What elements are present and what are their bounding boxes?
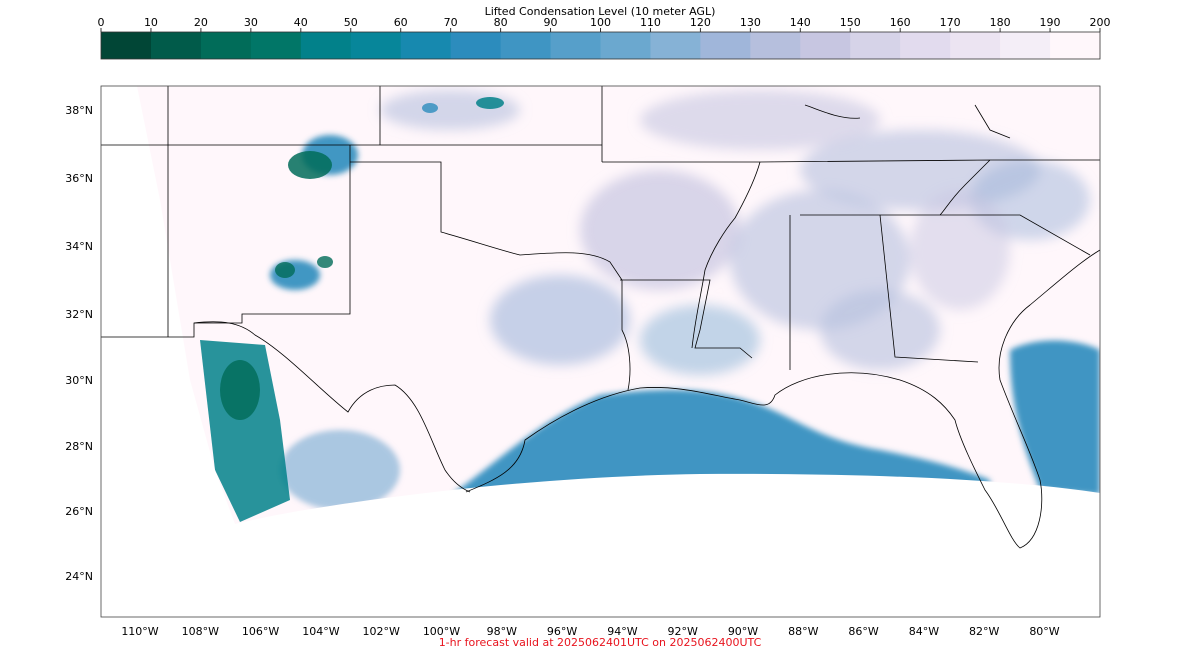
map-frame bbox=[100, 85, 1101, 618]
colorbar-tick-label: 30 bbox=[244, 16, 258, 29]
longitude-label: 100°W bbox=[423, 625, 460, 638]
colorbar-swatch bbox=[900, 32, 951, 59]
latitude-label: 32°N bbox=[65, 308, 93, 321]
latitude-label: 26°N bbox=[65, 505, 93, 518]
gulf-low-lcl bbox=[270, 135, 1100, 510]
field-teal-patches bbox=[200, 97, 504, 522]
colorbar-swatch bbox=[1000, 32, 1051, 59]
longitude-label: 86°W bbox=[848, 625, 878, 638]
colorbar-swatch bbox=[850, 32, 901, 59]
longitude-label: 110°W bbox=[121, 625, 158, 638]
latitude-label: 24°N bbox=[65, 570, 93, 583]
colorbar-tick-label: 90 bbox=[544, 16, 558, 29]
longitude-label: 80°W bbox=[1029, 625, 1059, 638]
colorbar-swatch bbox=[200, 32, 252, 59]
colorbar-tick-label: 110 bbox=[640, 16, 661, 29]
colorbar-swatch bbox=[400, 32, 452, 59]
colorbar-tick-label: 150 bbox=[840, 16, 861, 29]
colorbar-swatch bbox=[650, 32, 701, 59]
colorbar-tick-label: 160 bbox=[890, 16, 911, 29]
colorbar-tick-label: 100 bbox=[590, 16, 611, 29]
latitude-label: 36°N bbox=[65, 172, 93, 185]
colorbar-tick-label: 140 bbox=[790, 16, 811, 29]
colorbar-swatch bbox=[101, 32, 152, 59]
colorbar-swatch bbox=[250, 32, 302, 59]
colorbar-swatch bbox=[800, 32, 851, 59]
boundary-mississippi-river bbox=[691, 161, 761, 349]
colorbar-swatch bbox=[550, 32, 601, 59]
longitude-label: 108°W bbox=[182, 625, 219, 638]
latitude-label: 38°N bbox=[65, 104, 93, 117]
longitude-labels: 110°W 108°W 106°W 104°W 102°W 100°W 98°W 96°W 94… bbox=[121, 625, 1059, 638]
longitude-label: 106°W bbox=[242, 625, 279, 638]
colorbar-tick-label: 60 bbox=[394, 16, 408, 29]
colorbar: 0 10 20 30 40 50 60 70 80 90 100 110 120 130 140 150 160… bbox=[98, 16, 1111, 60]
longitude-label: 104°W bbox=[302, 625, 339, 638]
colorbar-tick-label: 120 bbox=[690, 16, 711, 29]
longitude-label: 84°W bbox=[909, 625, 939, 638]
colorbar-swatch bbox=[700, 32, 751, 59]
colorbar-swatch bbox=[450, 32, 502, 59]
forecast-valid-caption: 1-hr forecast valid at 2025062401UTC on … bbox=[438, 636, 762, 649]
colorbar-swatch bbox=[1050, 32, 1101, 59]
colorbar-tick-label: 20 bbox=[194, 16, 208, 29]
colorbar-swatch bbox=[950, 32, 1001, 59]
boundary-coastline bbox=[465, 249, 1100, 549]
colorbar-swatch bbox=[600, 32, 651, 59]
colorbar-tick-label: 80 bbox=[494, 16, 508, 29]
boundary-mexico bbox=[193, 321, 471, 493]
latitude-label: 34°N bbox=[65, 240, 93, 253]
longitude-label: 94°W bbox=[607, 625, 637, 638]
colorbar-tick-label: 0 bbox=[98, 16, 105, 29]
colorbar-tick-label: 50 bbox=[344, 16, 358, 29]
longitude-label: 96°W bbox=[547, 625, 577, 638]
colorbar-tick-label: 130 bbox=[740, 16, 761, 29]
colorbar-swatch bbox=[500, 32, 552, 59]
colorbar-tick-label: 70 bbox=[444, 16, 458, 29]
latitude-label: 28°N bbox=[65, 440, 93, 453]
lcl-field bbox=[137, 86, 1100, 524]
colorbar-tick-label: 180 bbox=[990, 16, 1011, 29]
colorbar-tick-label: 40 bbox=[294, 16, 308, 29]
colorbar-swatch bbox=[300, 32, 352, 59]
colorbar-swatch bbox=[150, 32, 202, 59]
boundary-state-lines bbox=[101, 86, 1100, 391]
longitude-label: 92°W bbox=[668, 625, 698, 638]
political-boundaries bbox=[101, 86, 1100, 549]
longitude-label: 90°W bbox=[728, 625, 758, 638]
longitude-label: 102°W bbox=[363, 625, 400, 638]
colorbar-tick-label: 170 bbox=[940, 16, 961, 29]
colorbar-swatch bbox=[350, 32, 402, 59]
colorbar-swatch bbox=[750, 32, 801, 59]
colorbar-tick-label: 200 bbox=[1090, 16, 1111, 29]
colorbar-frame bbox=[100, 31, 1101, 60]
longitude-label: 98°W bbox=[487, 625, 517, 638]
longitude-label: 88°W bbox=[788, 625, 818, 638]
colorbar-tick-label: 190 bbox=[1040, 16, 1061, 29]
latitude-label: 30°N bbox=[65, 374, 93, 387]
colorbar-tick-label: 10 bbox=[144, 16, 158, 29]
figure-title: Lifted Condensation Level (10 meter AGL) bbox=[484, 5, 716, 18]
latitude-labels: 38°N 36°N 34°N 32°N 30°N 28°N 26°N 24°N bbox=[65, 104, 93, 583]
longitude-label: 82°W bbox=[969, 625, 999, 638]
